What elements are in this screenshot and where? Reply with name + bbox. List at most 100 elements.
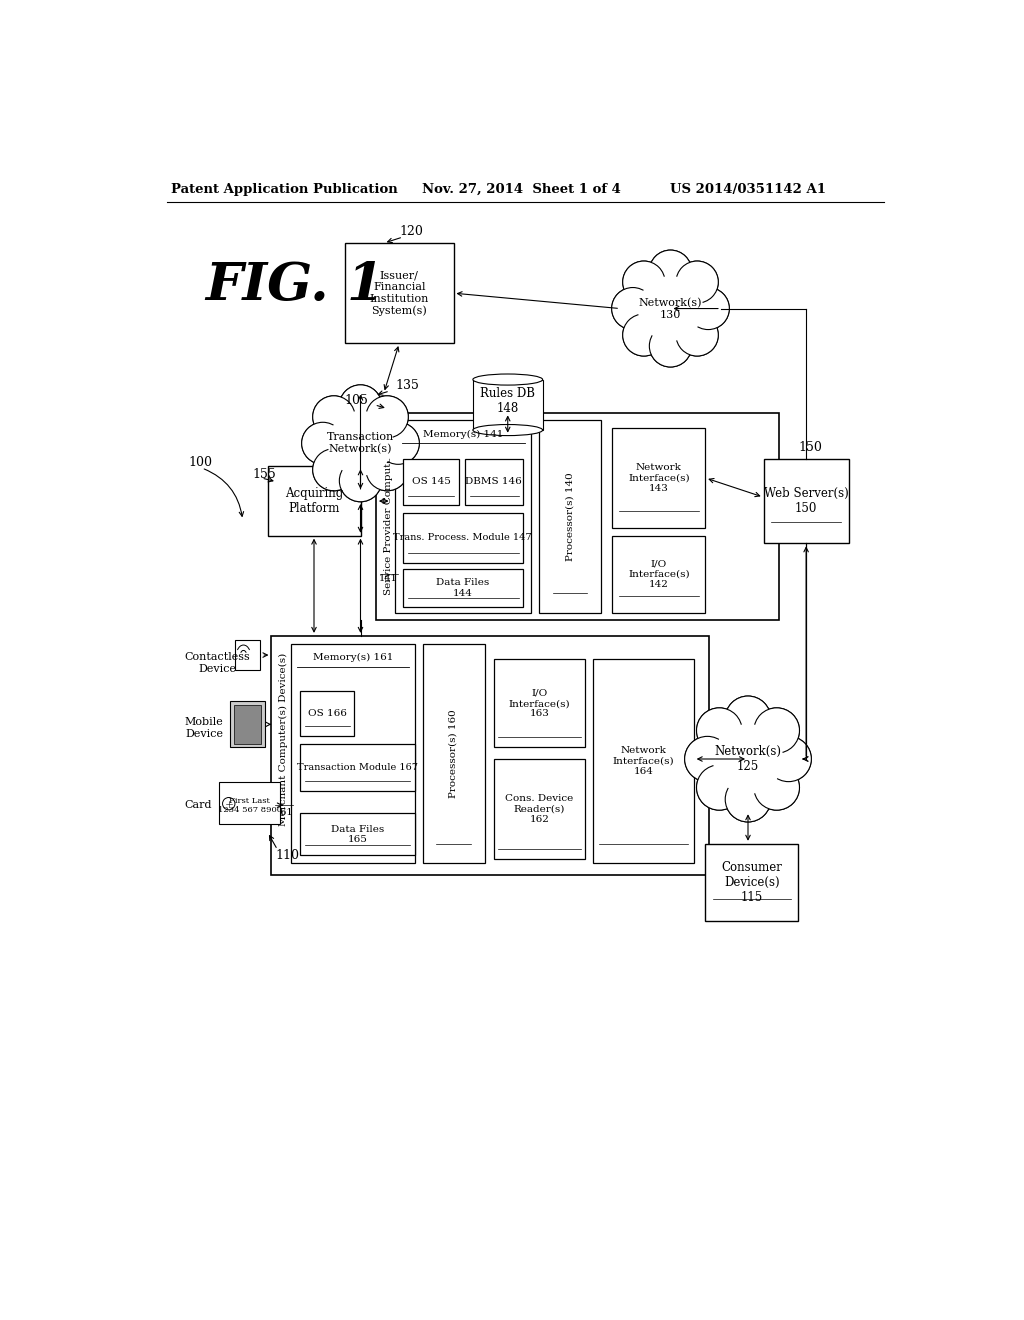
FancyBboxPatch shape: [494, 659, 586, 747]
Text: Contactless
Device: Contactless Device: [184, 652, 250, 673]
Circle shape: [754, 708, 800, 754]
Text: Card: Card: [184, 800, 212, 810]
FancyBboxPatch shape: [473, 380, 543, 430]
Text: Processor(s) 160: Processor(s) 160: [449, 709, 458, 797]
Circle shape: [696, 764, 742, 810]
Circle shape: [339, 459, 382, 502]
Circle shape: [649, 249, 691, 292]
Circle shape: [339, 459, 382, 502]
FancyBboxPatch shape: [612, 536, 706, 612]
Circle shape: [649, 325, 691, 367]
Text: Memory(s) 161: Memory(s) 161: [312, 653, 393, 661]
Circle shape: [696, 708, 742, 754]
FancyBboxPatch shape: [403, 512, 523, 562]
Circle shape: [725, 776, 771, 822]
Circle shape: [623, 261, 665, 304]
Text: Cons. Device
Reader(s)
162: Cons. Device Reader(s) 162: [506, 795, 573, 824]
Circle shape: [676, 261, 718, 304]
Circle shape: [766, 737, 811, 781]
Text: Web Server(s)
150: Web Server(s) 150: [764, 487, 849, 515]
FancyBboxPatch shape: [300, 813, 415, 855]
Circle shape: [638, 276, 703, 341]
Text: Issuer/
Financial
Institution
System(s): Issuer/ Financial Institution System(s): [370, 271, 429, 315]
Circle shape: [696, 764, 742, 810]
Circle shape: [754, 764, 800, 810]
Circle shape: [623, 261, 665, 304]
Circle shape: [676, 314, 718, 356]
Text: Acquiring
Platform: Acquiring Platform: [285, 487, 343, 515]
FancyBboxPatch shape: [593, 659, 693, 863]
Text: Memory(s) 141: Memory(s) 141: [423, 429, 504, 438]
Circle shape: [366, 396, 409, 438]
Circle shape: [366, 449, 409, 491]
Text: Trans. Process. Module 147: Trans. Process. Module 147: [393, 533, 532, 541]
Circle shape: [222, 797, 234, 810]
Text: 120: 120: [399, 224, 423, 238]
Text: FIG. 1: FIG. 1: [206, 260, 384, 312]
Ellipse shape: [473, 425, 543, 436]
FancyBboxPatch shape: [291, 644, 415, 863]
Circle shape: [713, 723, 783, 795]
Text: 105: 105: [344, 395, 369, 408]
Text: 155: 155: [252, 467, 275, 480]
Text: Data Files
165: Data Files 165: [331, 825, 384, 845]
Text: First Last
1234 567 8900: First Last 1234 567 8900: [218, 796, 282, 814]
Text: Network
Interface(s)
143: Network Interface(s) 143: [628, 463, 690, 492]
Text: I/O
Interface(s)
163: I/O Interface(s) 163: [509, 689, 570, 718]
Text: Transaction
Network(s): Transaction Network(s): [327, 433, 394, 454]
Text: Nov. 27, 2014  Sheet 1 of 4: Nov. 27, 2014 Sheet 1 of 4: [423, 182, 622, 195]
Circle shape: [685, 737, 730, 781]
FancyBboxPatch shape: [539, 420, 601, 612]
Circle shape: [611, 288, 654, 330]
FancyBboxPatch shape: [423, 644, 484, 863]
FancyBboxPatch shape: [271, 636, 710, 875]
FancyBboxPatch shape: [494, 759, 586, 859]
Circle shape: [611, 288, 654, 330]
Text: Network(s)
125: Network(s) 125: [715, 744, 781, 774]
FancyBboxPatch shape: [764, 459, 849, 544]
Circle shape: [312, 396, 355, 438]
Circle shape: [687, 288, 729, 330]
Circle shape: [377, 422, 420, 465]
Ellipse shape: [473, 374, 543, 385]
Text: 100: 100: [188, 455, 212, 469]
FancyBboxPatch shape: [219, 781, 280, 825]
Circle shape: [312, 449, 355, 491]
Circle shape: [676, 261, 718, 304]
Circle shape: [377, 422, 420, 465]
Circle shape: [623, 314, 665, 356]
Text: Network(s)
130: Network(s) 130: [639, 297, 702, 319]
Circle shape: [312, 396, 355, 438]
Text: Processor(s) 140: Processor(s) 140: [565, 473, 574, 561]
Circle shape: [302, 422, 344, 465]
Text: Transaction Module 167: Transaction Module 167: [297, 763, 418, 772]
Circle shape: [366, 396, 409, 438]
Text: Mobile
Device: Mobile Device: [184, 717, 223, 739]
Text: 141: 141: [379, 574, 397, 582]
Circle shape: [725, 696, 771, 742]
Circle shape: [754, 708, 800, 754]
Text: 135: 135: [395, 379, 419, 392]
FancyBboxPatch shape: [706, 843, 799, 921]
FancyBboxPatch shape: [376, 412, 779, 620]
Text: Service Provider Computer(s): Service Provider Computer(s): [384, 438, 393, 595]
Circle shape: [649, 249, 691, 292]
Text: OS 145: OS 145: [412, 478, 451, 486]
Text: Rules DB
148: Rules DB 148: [480, 388, 536, 416]
Text: 161: 161: [274, 808, 293, 817]
Circle shape: [328, 411, 393, 475]
Circle shape: [623, 314, 665, 356]
Text: OS 166: OS 166: [308, 709, 346, 718]
Text: 110: 110: [275, 849, 299, 862]
Circle shape: [649, 325, 691, 367]
Circle shape: [312, 449, 355, 491]
FancyBboxPatch shape: [267, 466, 360, 536]
Circle shape: [339, 385, 382, 426]
Text: I/O
Interface(s)
142: I/O Interface(s) 142: [628, 560, 690, 589]
Text: Network
Interface(s)
164: Network Interface(s) 164: [612, 746, 674, 776]
FancyBboxPatch shape: [234, 705, 261, 743]
FancyBboxPatch shape: [403, 569, 523, 607]
Text: Merchant Computer(s) Device(s): Merchant Computer(s) Device(s): [280, 653, 289, 826]
Circle shape: [696, 708, 742, 754]
FancyBboxPatch shape: [465, 459, 523, 506]
